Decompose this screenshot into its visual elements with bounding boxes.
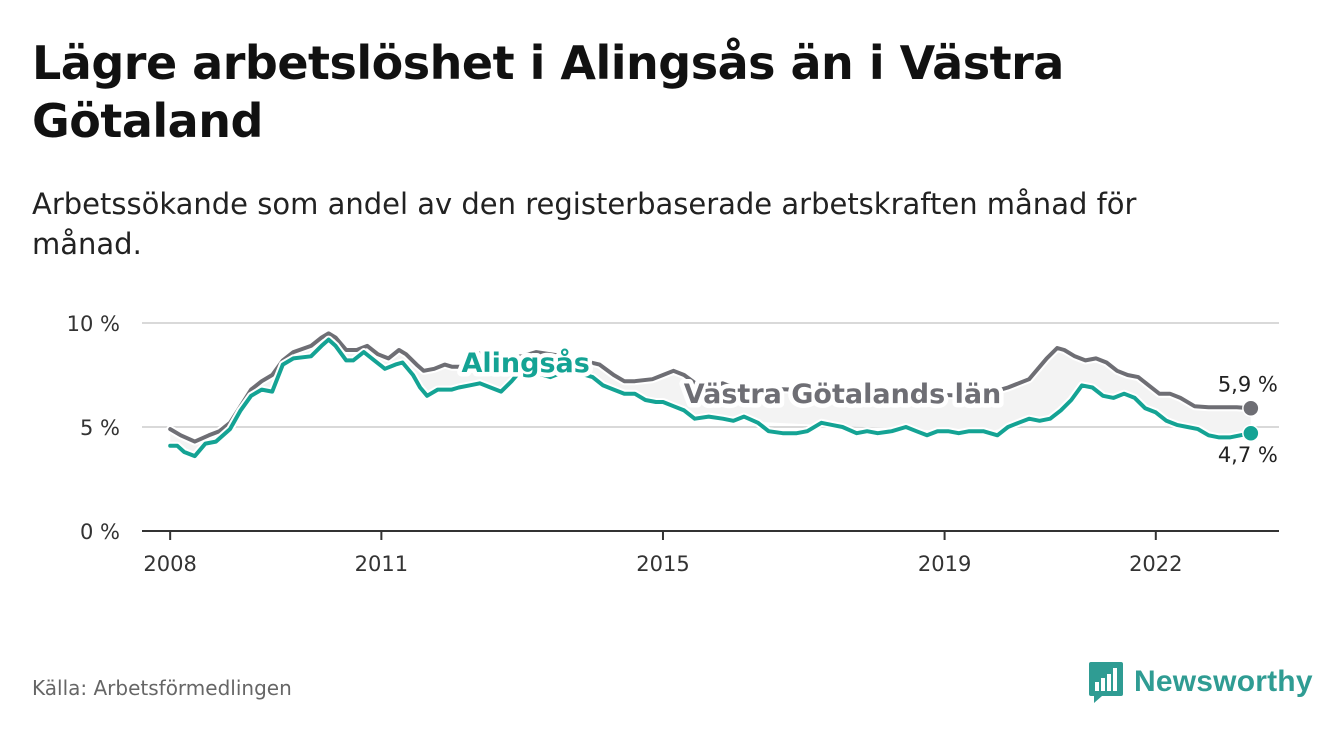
x-tick-label: 2022: [1129, 552, 1182, 576]
y-tick-label: 10 %: [67, 312, 120, 336]
y-tick-label: 0 %: [80, 520, 120, 544]
end-value-label: 5,9 %: [1218, 372, 1278, 396]
series-endpoint: [1242, 399, 1260, 418]
x-tick-label: 2019: [918, 552, 971, 576]
series-endpoint: [1242, 424, 1260, 442]
grid-layer: [142, 322, 1279, 540]
x-tick-label: 2008: [143, 552, 196, 576]
series-line: [168, 331, 1253, 444]
page-title: Lägre arbetslöshet i Alingsås än i Västr…: [32, 36, 1064, 148]
source-note: Källa: Arbetsförmedlingen: [32, 676, 292, 700]
y-tick-label: 5 %: [80, 416, 120, 440]
x-tick-label: 2011: [355, 552, 408, 576]
end-value-label: 4,7 %: [1218, 443, 1278, 467]
brand-name: Newsworthy: [1134, 665, 1313, 698]
gap-band: [170, 333, 1251, 457]
chart-subtitle: Arbetssökande som andel av den registerb…: [32, 187, 1137, 261]
series-label-alingsas: Alingsås: [462, 347, 590, 379]
series-label-vastra: Västra Götalands län: [684, 379, 1002, 410]
series-label-vastra-halo: Västra Götalands län: [684, 379, 1002, 410]
series-layer: [166, 329, 1260, 461]
series-label-alingsas-halo: Alingsås: [462, 347, 590, 379]
series-line: [168, 337, 1253, 459]
newsworthy-logo[interactable]: Newsworthy: [1088, 660, 1313, 704]
x-tick-label: 2015: [636, 552, 689, 576]
bar-chart-icon: [1089, 662, 1123, 703]
label-layer: 0 % 5 % 10 % 2008 2011 2015 2019 2022 5,9 % 4,7 %…: [67, 312, 1278, 576]
